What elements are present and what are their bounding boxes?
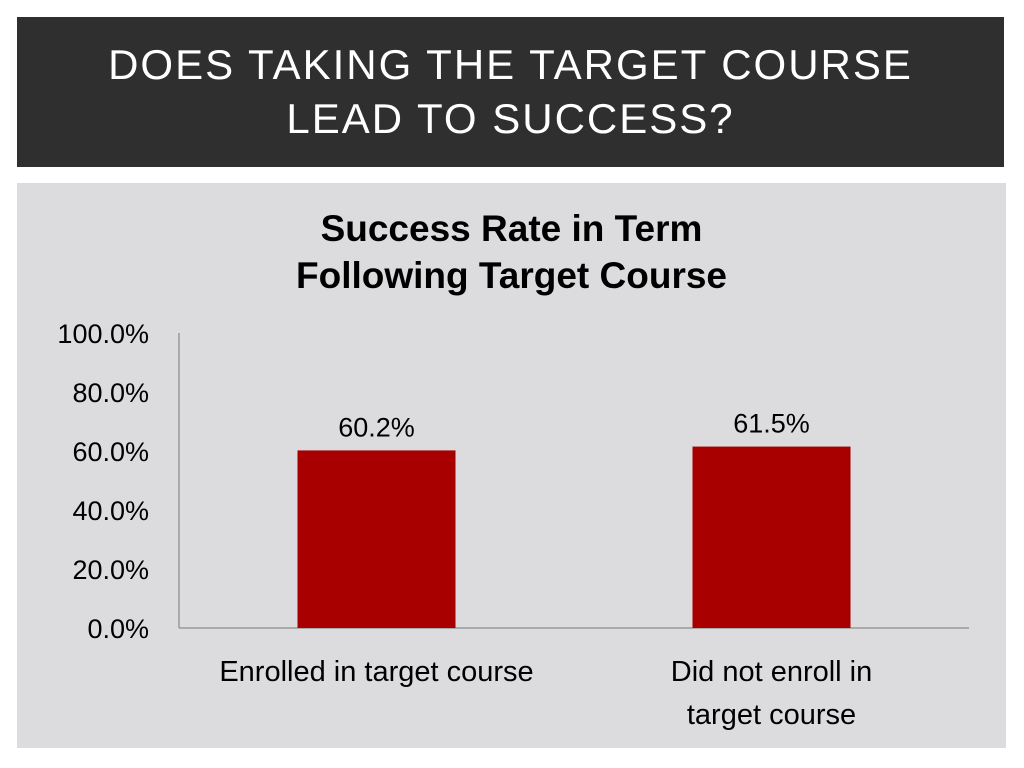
y-tick-label: 20.0% (72, 555, 149, 585)
bar (297, 450, 456, 628)
chart-title-line-2: Following Target Course (296, 255, 727, 296)
bar (692, 446, 851, 628)
chart-title: Success Rate in Term Following Target Co… (17, 205, 1006, 299)
chart-title-line-1: Success Rate in Term (320, 208, 703, 249)
x-tick-label: Did not enroll in (671, 656, 873, 688)
data-label: 61.5% (733, 409, 810, 439)
y-tick-label: 80.0% (72, 378, 149, 408)
slide-title: DOES TAKING THE TARGET COURSE LEAD TO SU… (17, 17, 1004, 167)
y-tick-label: 40.0% (72, 496, 149, 526)
data-label: 60.2% (338, 412, 415, 442)
x-tick-label: target course (687, 699, 856, 731)
slide-title-line-1: DOES TAKING THE TARGET COURSE (108, 41, 913, 88)
y-tick-label: 60.0% (72, 437, 149, 467)
y-tick-label: 100.0% (57, 319, 149, 349)
chart-panel: Success Rate in Term Following Target Co… (17, 183, 1006, 748)
x-tick-label: Enrolled in target course (219, 656, 533, 688)
slide-title-line-2: LEAD TO SUCCESS? (286, 95, 735, 142)
y-tick-label: 0.0% (87, 614, 149, 644)
bar-chart: 0.0% 20.0% 40.0% 60.0% 80.0% 100.0% 60.2% Enrol… (57, 319, 969, 731)
